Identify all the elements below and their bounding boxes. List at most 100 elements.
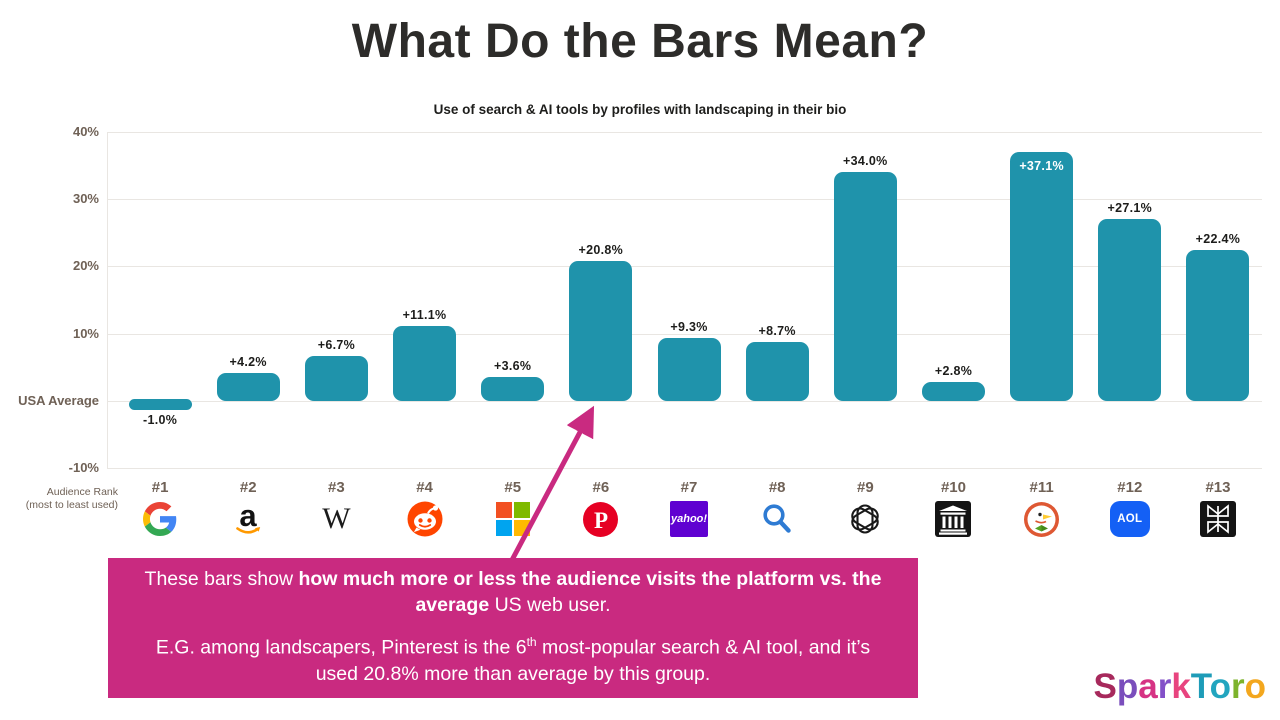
- sparktoro-logo-letter: o: [1209, 667, 1231, 706]
- duckduckgo-icon: [998, 499, 1086, 539]
- bar-microsoft: [481, 376, 545, 401]
- platform-cell-search: #8: [733, 479, 821, 549]
- rank-label: #7: [680, 479, 698, 496]
- chart-subtitle: Use of search & AI tools by profiles wit…: [433, 102, 847, 117]
- rank-label: #10: [940, 479, 966, 496]
- rank-label: #3: [328, 479, 345, 496]
- gridline: [107, 333, 1262, 335]
- amazon-icon: a: [204, 499, 292, 539]
- rank-label: #11: [1029, 479, 1054, 496]
- sparktoro-logo-letter: a: [1138, 667, 1158, 706]
- platform-cell-pinterest: #6 P: [557, 479, 645, 549]
- bar-value-label: +8.7%: [758, 324, 796, 339]
- bar-google: [128, 398, 192, 410]
- y-axis-label: 30%: [72, 191, 99, 207]
- svg-text:P: P: [594, 508, 608, 533]
- bar-amazon: [216, 372, 280, 401]
- sparktoro-logo-letter: p: [1116, 667, 1139, 706]
- platform-cell-reddit: #4: [380, 479, 468, 549]
- yahoo-icon: yahoo!: [645, 499, 733, 539]
- gridline: [107, 266, 1262, 268]
- sparktoro-logo-letter: r: [1157, 667, 1172, 706]
- annotation-box: These bars show how much more or less th…: [108, 558, 918, 698]
- perplexity-icon: [1174, 499, 1262, 539]
- y-axis-label: -10%: [68, 460, 99, 475]
- platform-cell-yahoo: #7 yahoo!: [645, 479, 733, 549]
- platform-icons-row: #1 #2 a #3: [116, 479, 1262, 549]
- y-axis-label: 40%: [72, 124, 99, 139]
- platform-cell-amazon: #2 a: [204, 479, 292, 549]
- bar-value-label: +37.1%: [1019, 158, 1064, 173]
- internet-archive-icon: [909, 499, 997, 539]
- platform-cell-perplexity: #13: [1174, 479, 1262, 549]
- bar-value-label: +4.2%: [229, 354, 267, 369]
- sparktoro-logo-letter: S: [1093, 667, 1117, 706]
- google-icon: [116, 499, 204, 539]
- pinterest-icon: P: [557, 499, 645, 539]
- reddit-icon: [380, 499, 468, 539]
- bar-aol: [1098, 218, 1162, 401]
- bar-value-label: +2.8%: [934, 364, 973, 378]
- sparktoro-logo-letter: r: [1230, 667, 1245, 706]
- platform-cell-microsoft: #5: [469, 479, 557, 549]
- sparktoro-logo-letter: o: [1244, 667, 1266, 706]
- openai-icon: [821, 499, 909, 539]
- page-title: What Do the Bars Mean?: [351, 15, 929, 68]
- audience-rank-note-line1: Audience Rank: [46, 486, 118, 498]
- rank-label: #2: [239, 479, 257, 496]
- bar-value-label: +34.0%: [843, 154, 888, 169]
- sparktoro-logo-letter: k: [1171, 667, 1191, 706]
- gridline: [107, 468, 1262, 469]
- platform-cell-chatgpt: #9: [821, 479, 909, 549]
- rank-label: #1: [151, 479, 169, 496]
- y-axis-label: 20%: [72, 258, 99, 274]
- gridline: [107, 132, 1262, 133]
- bar-perplexity: [1186, 250, 1250, 401]
- platform-cell-duckduckgo: #11: [998, 479, 1086, 549]
- bar-value-label: +27.1%: [1107, 200, 1153, 215]
- platform-cell-google: #1: [116, 479, 204, 549]
- bar-value-label: +20.8%: [578, 243, 624, 257]
- audience-rank-note: Audience Rank (most to least used): [8, 486, 118, 512]
- search-icon: [733, 499, 821, 539]
- bar-value-label: +9.3%: [670, 320, 708, 335]
- sparktoro-logo-letter: T: [1190, 667, 1210, 706]
- svg-text:a: a: [240, 500, 258, 533]
- y-axis-line: [107, 132, 108, 468]
- bar-value-label: +22.4%: [1195, 232, 1241, 247]
- platform-cell-internet-archive: #10: [909, 479, 997, 549]
- y-axis-label: 10%: [72, 325, 99, 341]
- bar-chatgpt: [833, 172, 897, 401]
- y-axis-label: USA Average: [18, 392, 99, 408]
- bar-yahoo: [657, 338, 721, 401]
- platform-cell-aol: #12 AOL: [1086, 479, 1174, 549]
- bar-value-label: +3.6%: [494, 358, 532, 373]
- bar-value-label: +6.7%: [317, 337, 356, 352]
- rank-label: #9: [856, 479, 874, 496]
- gridline: [107, 199, 1262, 201]
- sparktoro-logo: SparkToro: [1093, 669, 1266, 704]
- rank-label: #12: [1117, 479, 1143, 496]
- bar-pinterest: [569, 261, 633, 401]
- rank-label: #4: [416, 479, 433, 496]
- bar-value-label: +11.1%: [402, 308, 447, 323]
- aol-icon: AOL: [1086, 499, 1174, 539]
- microsoft-icon: [469, 499, 557, 539]
- rank-label: #6: [592, 479, 610, 496]
- annotation-paragraph-1: These bars show how much more or less th…: [144, 568, 882, 616]
- rank-label: #5: [504, 479, 522, 496]
- gridline: [107, 400, 1262, 402]
- bar-search: [745, 342, 809, 401]
- audience-rank-note-line2: (most to least used): [25, 499, 118, 512]
- bar-internet-archive: [922, 382, 985, 401]
- bar-wikipedia: [304, 355, 368, 401]
- rank-label: #8: [768, 479, 786, 496]
- bar-duckduckgo: [1010, 151, 1074, 401]
- rank-label: #13: [1205, 479, 1231, 496]
- bar-reddit: [393, 326, 456, 401]
- annotation-paragraph-2: E.G. among landscapers, Pinterest is the…: [155, 635, 871, 685]
- wikipedia-icon: W: [322, 502, 351, 535]
- bar-value-label: -1.0%: [143, 412, 178, 427]
